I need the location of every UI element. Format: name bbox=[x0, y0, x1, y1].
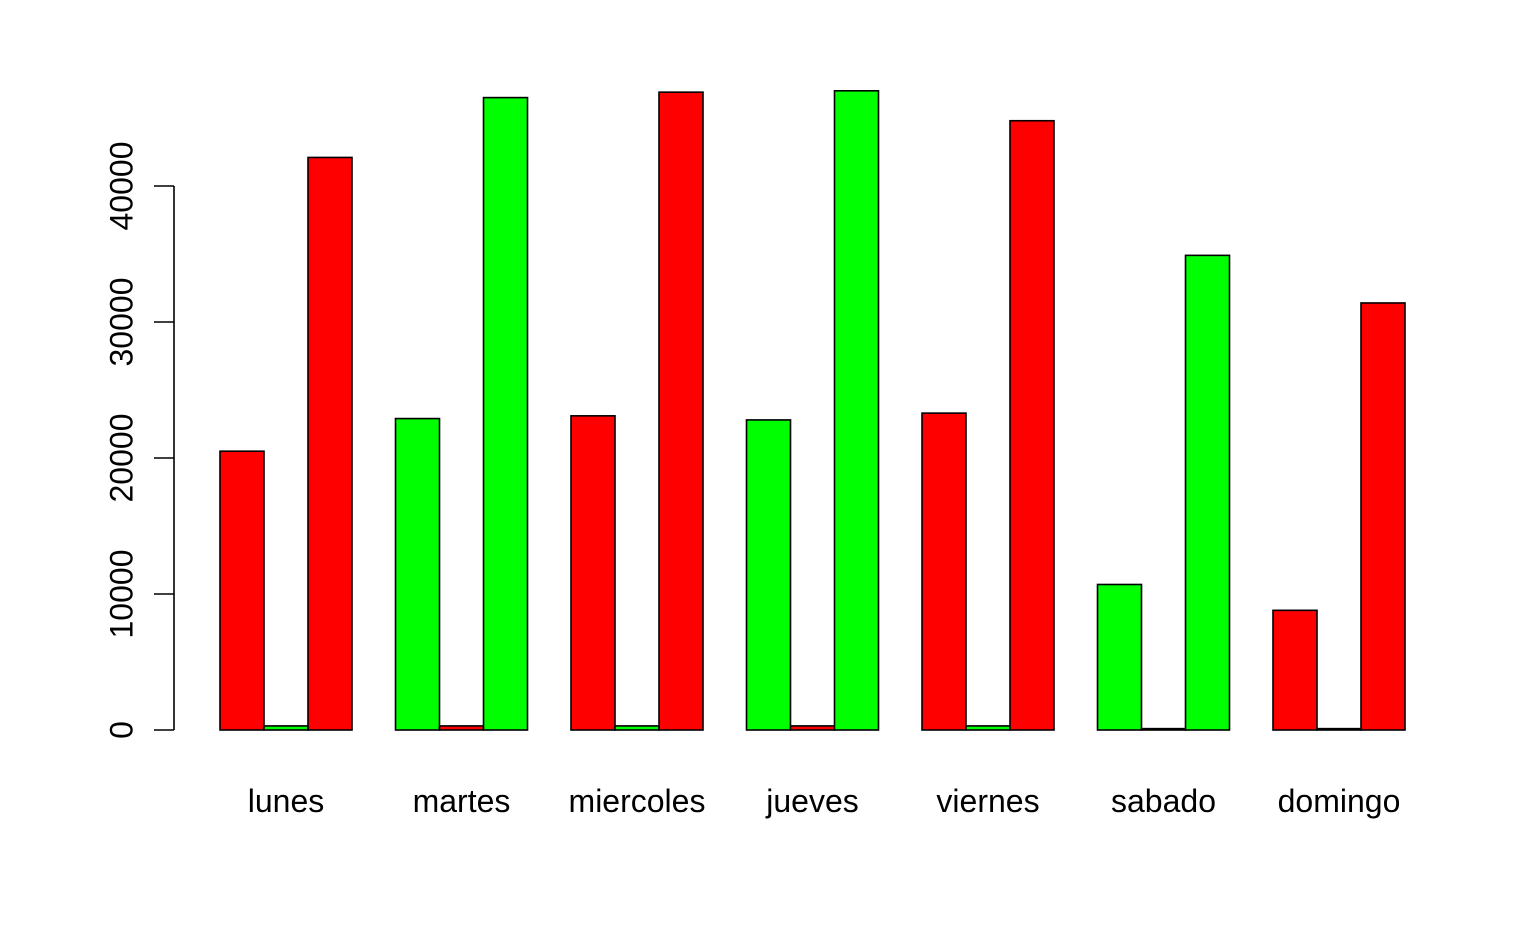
bar-sabado-3 bbox=[1184, 254, 1231, 731]
category-label-martes: martes bbox=[413, 783, 511, 819]
bar-lunes-3 bbox=[307, 156, 353, 731]
bar-sabado-2 bbox=[1140, 727, 1187, 731]
category-label-jueves: jueves bbox=[765, 783, 859, 819]
bar-sabado-1 bbox=[1096, 583, 1143, 731]
y-axis: 0 10000 20000 30000 40000 bbox=[103, 142, 175, 739]
y-tick-label: 0 bbox=[103, 721, 139, 739]
category-label-lunes: lunes bbox=[248, 783, 325, 819]
bar-group-miercoles bbox=[570, 91, 704, 731]
bar-viernes-1 bbox=[921, 412, 967, 731]
y-tick-label: 10000 bbox=[103, 550, 139, 639]
bar-group-lunes bbox=[219, 156, 353, 731]
bar-jueves-2 bbox=[789, 725, 836, 731]
y-tick-label: 40000 bbox=[103, 142, 139, 231]
bar-lunes-1 bbox=[219, 450, 265, 731]
bar-group-martes bbox=[394, 96, 529, 731]
category-label-sabado: sabado bbox=[1111, 783, 1216, 819]
bar-jueves-1 bbox=[745, 419, 792, 731]
category-label-viernes: viernes bbox=[936, 783, 1039, 819]
y-tick-label: 20000 bbox=[103, 414, 139, 503]
bar-groups bbox=[219, 90, 1406, 731]
bar-group-jueves bbox=[745, 90, 880, 731]
bar-miercoles-2 bbox=[614, 725, 660, 731]
bar-group-domingo bbox=[1272, 302, 1406, 731]
bar-lunes-2 bbox=[263, 725, 309, 731]
bar-domingo-3 bbox=[1360, 302, 1406, 731]
bar-viernes-2 bbox=[965, 725, 1011, 731]
bar-miercoles-1 bbox=[570, 415, 616, 731]
y-tick-label: 30000 bbox=[103, 278, 139, 367]
bar-martes-2 bbox=[438, 725, 485, 731]
category-label-miercoles: miercoles bbox=[569, 783, 706, 819]
bar-viernes-3 bbox=[1009, 119, 1055, 731]
bar-martes-3 bbox=[482, 96, 529, 731]
bar-group-viernes bbox=[921, 119, 1055, 731]
bar-group-sabado bbox=[1096, 254, 1231, 731]
bar-miercoles-3 bbox=[658, 91, 704, 731]
bar-jueves-3 bbox=[833, 90, 880, 731]
bar-domingo-2 bbox=[1316, 727, 1362, 731]
bar-domingo-1 bbox=[1272, 609, 1318, 731]
category-labels: lunes martes miercoles jueves viernes sabado d… bbox=[248, 783, 1401, 819]
bar-martes-1 bbox=[394, 417, 441, 731]
category-label-domingo: domingo bbox=[1278, 783, 1401, 819]
